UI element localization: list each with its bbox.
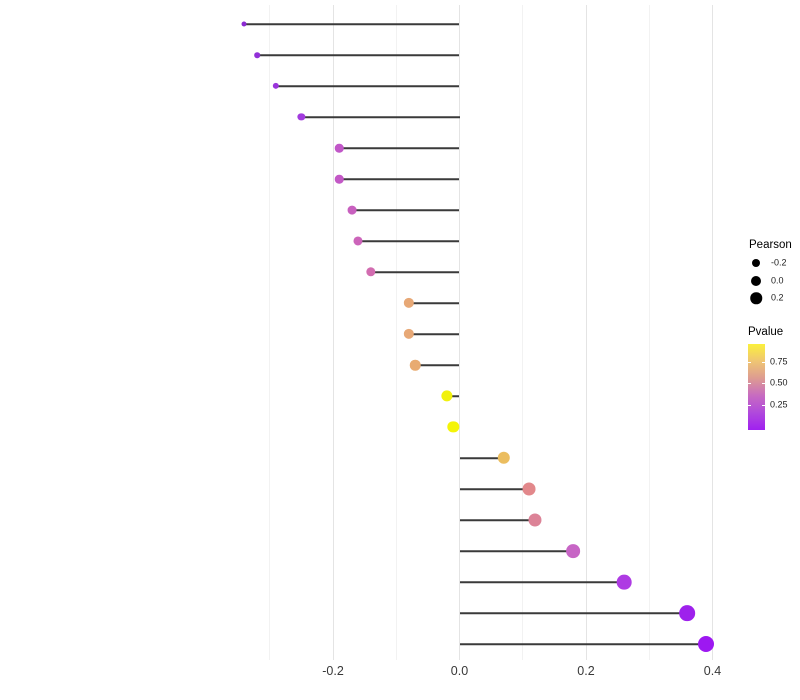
lollipop-dot: [335, 143, 344, 153]
lollipop-stem: [370, 271, 460, 273]
lollipop-dot: [566, 544, 581, 558]
legend-pearson-dot: [752, 259, 760, 267]
grid-line-minor: [522, 5, 524, 660]
pvalue-tick-label: 0.75: [770, 356, 788, 367]
grid-line-minor: [648, 5, 650, 660]
lollipop-stem: [459, 519, 536, 521]
lollipop-stem: [351, 209, 460, 211]
lollipop-stem: [415, 364, 460, 366]
legend-pearson-dot: [750, 292, 762, 304]
lollipop-stem: [459, 612, 688, 614]
grid-line-major: [712, 5, 713, 660]
lollipop-dot: [335, 174, 344, 184]
grid-line-minor: [395, 5, 397, 660]
lollipop-dot: [522, 482, 536, 496]
lollipop-stem: [408, 333, 460, 335]
lollipop-dot: [616, 574, 632, 590]
lollipop-dot: [254, 52, 260, 58]
legend-pearson-title: Pearson: [749, 239, 792, 251]
lollipop-stem: [459, 581, 624, 583]
pvalue-tickmark: [762, 383, 765, 384]
lollipop-stem: [257, 54, 460, 56]
grid-line-major: [459, 5, 460, 660]
lollipop-dot: [241, 21, 247, 27]
grid-line-minor: [269, 5, 271, 660]
pvalue-colorbar: [748, 344, 765, 430]
lollipop-stem: [244, 23, 460, 25]
x-tick-label: 0.4: [703, 664, 722, 678]
lollipop-stem: [358, 240, 460, 242]
grid-line-major: [332, 5, 334, 660]
pvalue-tickmark: [748, 383, 751, 384]
x-tick-label: 0.0: [450, 664, 469, 678]
lollipop-stem: [339, 178, 460, 180]
x-tick-label: 0.2: [577, 664, 595, 678]
lollipop-dot: [447, 421, 459, 433]
legend-pearson-value: 0.0: [771, 275, 784, 285]
grid-line-major: [585, 5, 587, 660]
legend-pearson-value: 0.2: [771, 292, 784, 303]
legend-pvalue-title: Pvalue: [748, 326, 784, 338]
lollipop-dot: [353, 236, 363, 246]
lollipop-dot: [403, 297, 415, 309]
lollipop-stem: [459, 457, 504, 459]
legend-pearson-dot: [751, 275, 761, 286]
lollipop-dot: [366, 267, 376, 277]
lollipop-dot: [403, 328, 415, 340]
pvalue-tick-label: 0.25: [770, 399, 788, 410]
lollipop-dot: [528, 513, 542, 527]
lollipop-dot: [679, 605, 696, 621]
lollipop-dot: [698, 636, 715, 652]
lollipop-stem: [339, 147, 460, 149]
legend-pearson-value: -0.2: [771, 257, 787, 268]
pvalue-tickmark: [748, 362, 751, 363]
x-tick-label: -0.2: [322, 664, 344, 678]
lollipop-dot: [272, 82, 280, 90]
lollipop-stem: [459, 488, 530, 490]
lollipop-dot: [347, 205, 357, 215]
lollipop-dot: [441, 390, 453, 402]
lollipop-stem: [459, 643, 707, 645]
lollipop-stem: [446, 395, 460, 397]
lollipop-stem: [408, 302, 460, 304]
lollipop-stem: [301, 116, 460, 118]
lollipop-dot: [497, 451, 510, 465]
lollipop-stem: [459, 550, 574, 552]
lollipop-stem: [276, 85, 460, 87]
pvalue-tickmark: [762, 362, 765, 363]
pvalue-tick-label: 0.50: [770, 377, 788, 388]
pvalue-tickmark: [762, 405, 765, 406]
pvalue-tickmark: [748, 405, 751, 406]
lollipop-dot: [297, 113, 306, 121]
lollipop-dot: [409, 359, 421, 371]
